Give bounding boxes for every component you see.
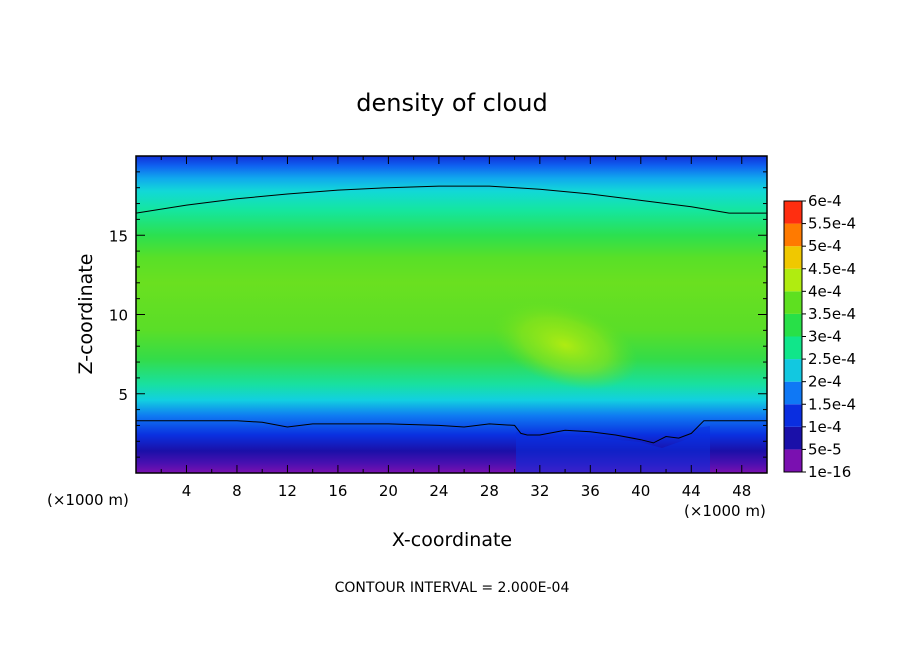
- colorbar-swatch: [784, 313, 802, 337]
- x-tick-label: 8: [232, 482, 242, 500]
- chart-title: density of cloud: [356, 89, 547, 117]
- colorbar-label: 3e-4: [808, 328, 842, 346]
- colorbar-label: 1e-16: [808, 463, 851, 481]
- y-tick-label: 5: [118, 386, 128, 404]
- colorbar-swatch: [784, 426, 802, 450]
- colorbar-label: 3.5e-4: [808, 305, 856, 323]
- low-density-notch: [516, 426, 710, 473]
- x-tick-label: 16: [328, 482, 347, 500]
- colorbar: 1e-16 5e-5 1e-4 1.5e-4 2e-4 2.5e-4 3e-4 3.5e-4 4…: [783, 192, 856, 481]
- contour-line: [136, 420, 767, 444]
- density-maximum: [492, 300, 638, 390]
- x-unit-left: (×1000 m): [47, 491, 129, 509]
- x-axis-title: X-coordinate: [392, 529, 512, 551]
- y-tick-label: 15: [109, 227, 128, 245]
- colorbar-label: 6e-4: [808, 192, 842, 210]
- x-tick-label: 48: [732, 482, 751, 500]
- x-tick-label: 44: [682, 482, 701, 500]
- colorbar-swatch: [784, 449, 802, 472]
- x-tick-label: 28: [480, 482, 499, 500]
- colorbar-label: 2e-4: [808, 373, 842, 391]
- colorbar-label: 5e-5: [808, 440, 842, 458]
- colorbar-label: 2.5e-4: [808, 350, 856, 368]
- x-tick-label: 24: [429, 482, 448, 500]
- colorbar-swatch: [784, 336, 802, 360]
- colorbar-swatch: [784, 268, 802, 292]
- colorbar-swatch: [784, 223, 802, 247]
- colorbar-swatch: [784, 404, 802, 427]
- plot-area: [136, 156, 767, 473]
- colorbar-swatch: [784, 381, 802, 405]
- colorbar-label: 1e-4: [808, 418, 842, 436]
- x-axis: 4 8 12 16 20 24 28 32 36 40 44 48: [160, 156, 751, 500]
- colorbar-swatch: [784, 201, 802, 224]
- x-tick-label: 36: [581, 482, 600, 500]
- x-unit-right: (×1000 m): [684, 502, 766, 520]
- colorbar-swatch: [784, 246, 802, 269]
- y-tick-label: 10: [109, 307, 128, 325]
- colorbar-swatch: [784, 359, 802, 382]
- x-tick-label: 32: [530, 482, 549, 500]
- x-tick-label: 40: [631, 482, 650, 500]
- colorbar-label: 5e-4: [808, 237, 842, 255]
- x-tick-label: 12: [278, 482, 297, 500]
- contour-lines: [136, 185, 767, 444]
- colorbar-swatch: [784, 291, 802, 314]
- density-field: [136, 156, 767, 473]
- colorbar-label: 1.5e-4: [808, 395, 856, 413]
- x-tick-label: 4: [182, 482, 192, 500]
- contour-interval-note: CONTOUR INTERVAL = 2.000E-04: [335, 580, 570, 596]
- y-axis: 5 10 15: [109, 171, 767, 458]
- colorbar-label: 4e-4: [808, 282, 842, 300]
- colorbar-label: 4.5e-4: [808, 260, 856, 278]
- contour-line: [136, 185, 767, 214]
- y-axis-title: Z-coordinate: [75, 254, 97, 375]
- colorbar-label: 5.5e-4: [808, 215, 856, 233]
- x-tick-label: 20: [379, 482, 398, 500]
